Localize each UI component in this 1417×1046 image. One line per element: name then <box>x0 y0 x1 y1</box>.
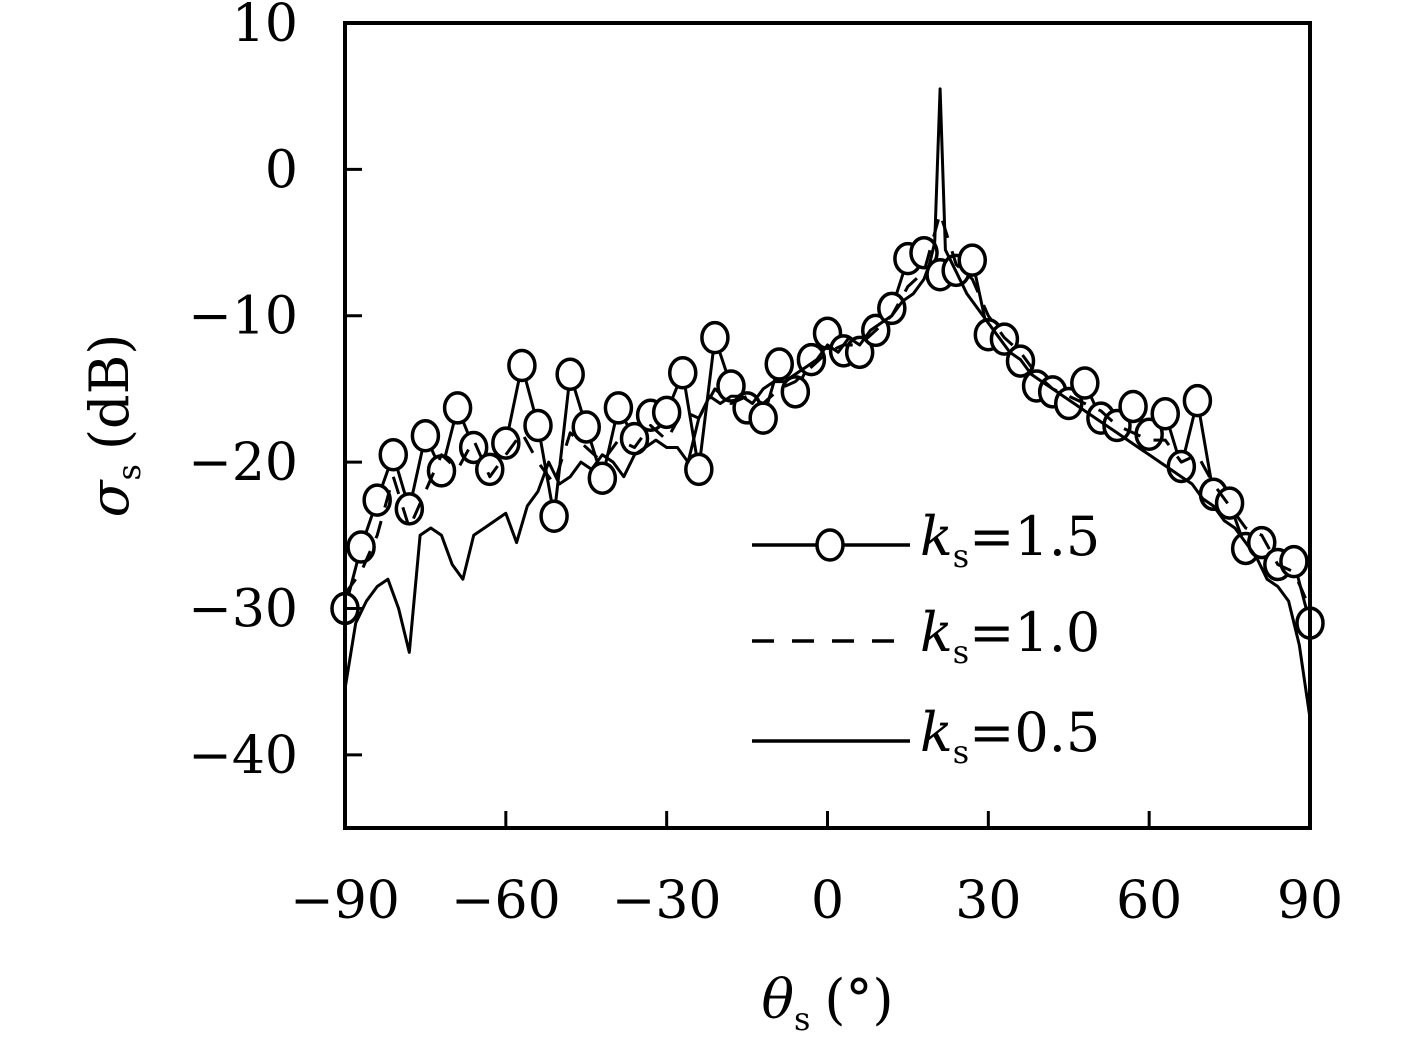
y-tick-label: −30 <box>188 579 298 639</box>
y-axis-symbol: σ <box>78 478 141 517</box>
data-point <box>1247 525 1277 560</box>
legend-item-ks-1.0: ks=1.0 <box>752 601 1100 671</box>
y-tick-label: 0 <box>265 140 298 200</box>
x-tick-label: −60 <box>451 871 561 931</box>
data-point <box>362 483 392 517</box>
data-point <box>764 347 794 381</box>
legend-symbol: k <box>920 701 953 764</box>
x-axis-unit: (°) <box>824 968 893 1031</box>
series-layer <box>330 87 1325 719</box>
data-point <box>555 357 585 392</box>
y-axis-subscript: s <box>110 464 148 480</box>
data-point <box>844 335 875 370</box>
data-point <box>378 438 408 472</box>
legend-subscript: s <box>953 733 969 771</box>
x-axis-subscript: s <box>794 1000 810 1038</box>
x-tick-label: −30 <box>612 871 722 931</box>
legend-item-ks-1.5: ks=1.5 <box>752 505 1100 575</box>
y-tick-label: 10 <box>232 0 298 54</box>
data-point <box>507 348 537 383</box>
data-point <box>491 426 521 460</box>
data-point <box>668 356 698 390</box>
x-axis-symbol: θ <box>761 968 794 1031</box>
data-point <box>1070 366 1100 400</box>
legend-value: =0.5 <box>969 701 1100 764</box>
legend-value: =1.0 <box>969 601 1100 664</box>
data-point <box>426 454 457 488</box>
data-point <box>1118 389 1148 424</box>
data-point <box>410 418 441 453</box>
legend-label-ks-0.5: ks=0.5 <box>920 701 1100 771</box>
data-point <box>603 391 634 425</box>
data-point <box>700 320 730 355</box>
legend-symbol: k <box>920 601 953 664</box>
x-tick-label: 60 <box>1116 871 1182 931</box>
legend-label-ks-1.0: ks=1.0 <box>920 601 1100 671</box>
x-tick-label: 0 <box>811 871 844 931</box>
series-line-k-s-1.5 <box>343 251 1312 624</box>
data-point <box>346 530 376 564</box>
legend-marker-circle <box>815 528 845 562</box>
ticks-layer: −90 −60 −30 0 30 60 90 10 0 −10 −20 −30 −40 <box>188 0 1343 931</box>
legend: ks=1.5 ks=1.0 ks=0.5 <box>752 505 1100 771</box>
legend-value: =1.5 <box>969 505 1100 568</box>
data-point <box>1150 397 1180 431</box>
y-tick-label: −20 <box>188 433 298 493</box>
data-point <box>877 291 907 326</box>
data-point <box>571 410 601 444</box>
legend-symbol: k <box>920 505 953 568</box>
legend-subscript: s <box>953 633 969 671</box>
data-point <box>748 401 778 435</box>
data-point <box>523 408 553 443</box>
legend-label-ks-1.5: ks=1.5 <box>920 505 1100 575</box>
x-tick-label: 90 <box>1277 871 1343 931</box>
data-point <box>475 452 505 487</box>
data-point <box>587 461 618 495</box>
data-point <box>684 452 714 487</box>
data-point <box>539 499 569 533</box>
series-line-k-s-0.5 <box>343 87 1312 719</box>
data-point <box>957 243 987 277</box>
y-tick-label: −10 <box>188 287 298 347</box>
x-tick-label: 30 <box>955 871 1021 931</box>
x-tick-label: −90 <box>290 871 400 931</box>
data-point <box>1279 544 1309 579</box>
y-tick-label: −40 <box>188 726 298 786</box>
legend-subscript: s <box>953 537 969 575</box>
data-point <box>651 395 682 430</box>
y-axis-label: σs (dB) <box>78 334 148 518</box>
data-point <box>1182 383 1213 418</box>
y-axis-unit: (dB) <box>78 334 141 450</box>
x-axis-label: θs (°) <box>761 968 893 1038</box>
data-point <box>716 369 746 403</box>
data-point <box>442 391 473 425</box>
legend-item-ks-0.5: ks=0.5 <box>752 701 1100 771</box>
